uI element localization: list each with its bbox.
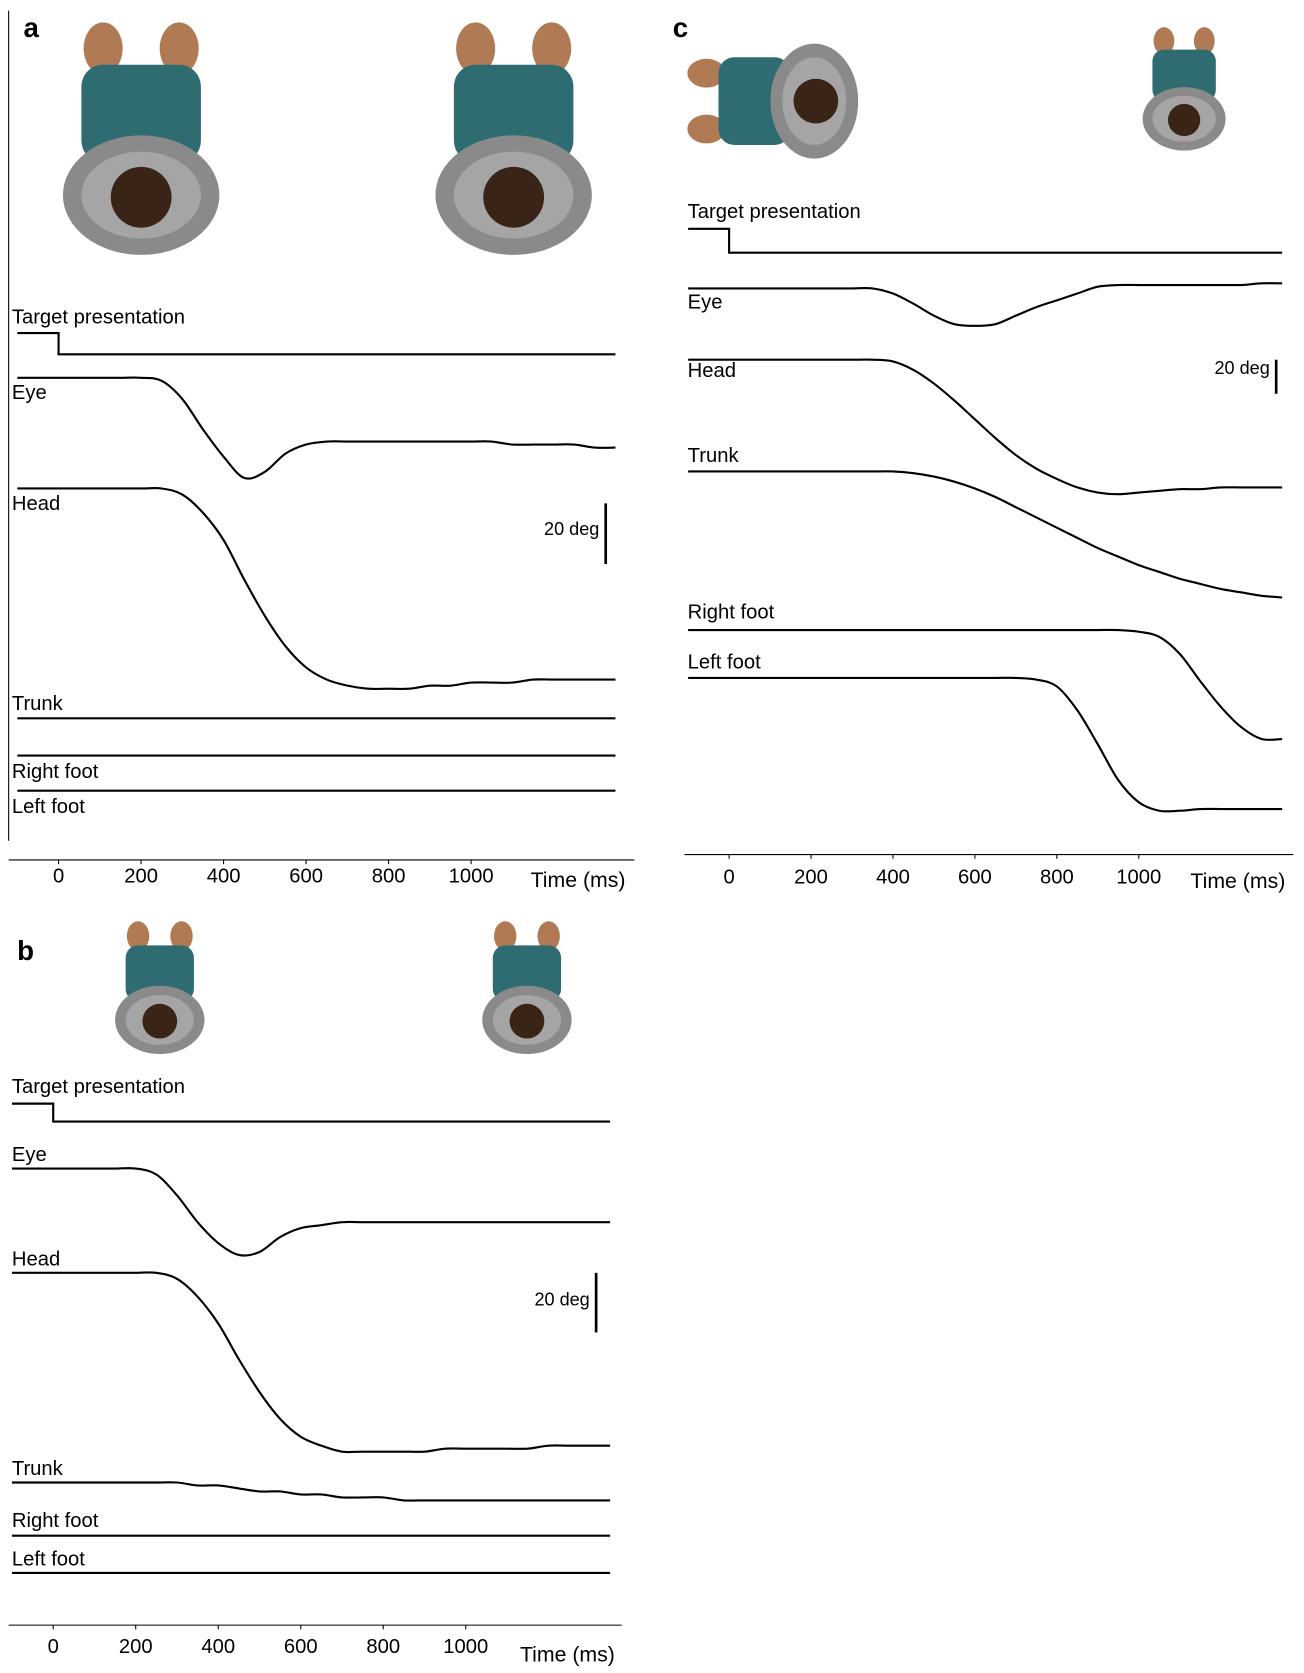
trace-label: Head	[12, 1248, 60, 1270]
x-tick-label: 600	[289, 865, 323, 887]
panel-letter: b	[17, 935, 34, 966]
trace-label: Left foot	[12, 1549, 85, 1571]
x-tick-label: 0	[53, 865, 64, 887]
trace-label: Left foot	[688, 651, 761, 673]
trace-label: Right foot	[12, 1510, 99, 1532]
trace-label: Eye	[688, 292, 723, 314]
x-tick-label: 1000	[443, 1636, 488, 1658]
trace-label: Right foot	[688, 601, 775, 623]
scale-bar-label: 20 deg	[544, 519, 599, 539]
x-tick-label: 200	[119, 1636, 153, 1658]
trace	[12, 1482, 610, 1500]
trace	[17, 488, 615, 689]
trace-label: Left foot	[12, 796, 85, 818]
avatar	[1143, 27, 1226, 150]
x-tick-label: 800	[1040, 866, 1074, 888]
x-tick-label: 400	[876, 866, 910, 888]
x-tick-label: 400	[207, 865, 241, 887]
trace-label: Target presentation	[12, 1076, 185, 1098]
x-tick-label: 800	[366, 1636, 400, 1658]
x-tick-label: 200	[124, 865, 158, 887]
trace	[688, 360, 1282, 495]
avatar	[435, 22, 591, 254]
trace	[17, 378, 615, 479]
trace-label: Trunk	[688, 445, 740, 467]
trace	[12, 1104, 610, 1122]
x-tick-label: 1000	[449, 865, 494, 887]
x-axis-label: Time (ms)	[1190, 869, 1285, 893]
trace	[17, 333, 615, 354]
panel-letter: a	[24, 12, 40, 43]
scale-bar-label: 20 deg	[1214, 358, 1269, 378]
trace	[12, 1168, 610, 1255]
x-tick-label: 0	[723, 866, 734, 888]
trace-label: Right foot	[12, 761, 99, 783]
trace-label: Head	[688, 360, 736, 382]
figure: a Target presentation Eye Head Trunk Right fo…	[0, 0, 1304, 1673]
trace	[688, 229, 1282, 253]
trace-label: Eye	[12, 1144, 47, 1166]
avatar	[482, 921, 571, 1054]
x-axis-label: Time (ms)	[520, 1643, 615, 1667]
trace-label: Trunk	[12, 693, 64, 715]
x-tick-label: 400	[201, 1636, 235, 1658]
avatar	[115, 921, 204, 1054]
x-tick-label: 600	[284, 1636, 318, 1658]
x-axis-label: Time (ms)	[531, 868, 626, 892]
trace-label: Target presentation	[12, 307, 185, 329]
trace	[688, 471, 1282, 597]
page: {"chart_data": [ {"type": "line", "panel…	[0, 0, 1304, 1673]
x-tick-label: 800	[372, 865, 406, 887]
x-tick-label: 200	[794, 866, 828, 888]
x-tick-label: 1000	[1116, 866, 1161, 888]
trace-label: Target presentation	[688, 201, 861, 223]
trace	[688, 630, 1282, 740]
trace	[688, 283, 1282, 326]
x-tick-label: 600	[958, 866, 992, 888]
avatar	[687, 44, 858, 159]
trace	[688, 678, 1282, 812]
avatar	[63, 22, 219, 254]
scale-bar-label: 20 deg	[534, 1289, 589, 1309]
trace-label: Head	[12, 493, 60, 515]
trace	[12, 1272, 610, 1452]
panel-letter: c	[673, 12, 688, 43]
trace-label: Eye	[12, 382, 47, 404]
x-tick-label: 0	[48, 1636, 59, 1658]
trace-label: Trunk	[12, 1458, 64, 1480]
